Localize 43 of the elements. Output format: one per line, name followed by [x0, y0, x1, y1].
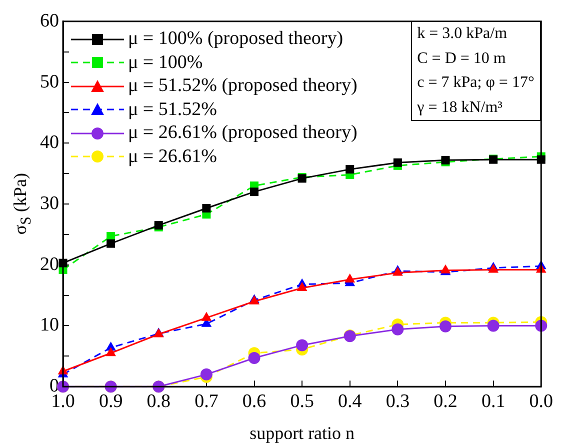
legend-label: μ = 51.52%	[128, 98, 217, 122]
legend-label: μ = 100%	[128, 50, 203, 74]
annotation: γ = 18 kN/m³	[417, 98, 504, 118]
point	[250, 188, 258, 196]
x-tick-label: 0.0	[529, 390, 553, 412]
y-tick-label: 50	[40, 71, 59, 92]
x-tick-label: 0.2	[434, 390, 458, 412]
y-tick-label: 60	[40, 10, 59, 32]
legend-label: μ = 26.61%	[128, 144, 217, 168]
point	[296, 282, 308, 291]
point	[200, 368, 212, 380]
point	[393, 158, 402, 167]
point	[296, 339, 308, 352]
point	[392, 323, 404, 336]
point	[106, 347, 116, 356]
y-tick-label: 40	[40, 132, 59, 154]
x-tick-label: 1.0	[51, 390, 75, 412]
point	[248, 352, 260, 364]
x-tick-label: 0.3	[386, 390, 410, 412]
annotation: c = 7 kPa; φ = 17°	[417, 73, 534, 94]
point	[440, 320, 452, 332]
point	[487, 320, 500, 332]
point	[202, 204, 211, 213]
point	[201, 312, 212, 321]
x-axis-title: support ratio n	[250, 422, 355, 443]
x-tick-label: 0.7	[194, 390, 218, 412]
y-tick-label: 20	[40, 254, 59, 275]
x-tick-label: 0.9	[98, 390, 123, 412]
x-tick-label: 0.4	[338, 390, 362, 412]
x-tick-label: 0.1	[481, 390, 506, 412]
point	[344, 273, 356, 282]
annotation: C = D = 10 m	[417, 48, 507, 69]
legend-label: μ = 26.61% (proposed theory)	[128, 121, 358, 145]
point	[106, 239, 116, 248]
x-tick-label: 0.5	[290, 390, 314, 412]
point	[346, 165, 354, 174]
x-tick-label: 0.8	[146, 390, 170, 412]
x-tick-label: 0.6	[242, 390, 266, 412]
legend-label: μ = 100% (proposed theory)	[128, 27, 344, 51]
annotation: k = 3.0 kPa/m	[417, 24, 508, 44]
legend-label: μ = 51.52% (proposed theory)	[128, 74, 358, 98]
y-tick-label: 10	[40, 314, 59, 336]
y-tick-label: 30	[40, 192, 59, 214]
